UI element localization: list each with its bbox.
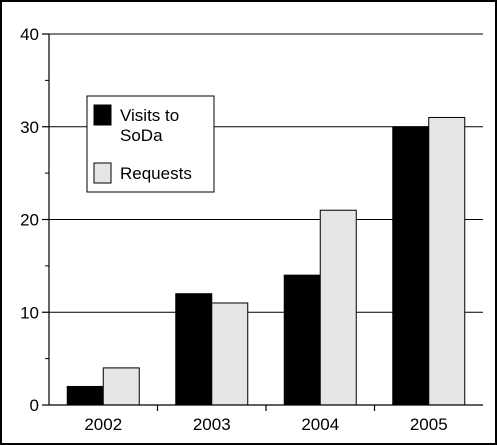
- bar-requests-2003: [211, 302, 249, 406]
- legend: Visits to SoDa Requests: [86, 95, 215, 193]
- bar-visits-2002: [66, 385, 104, 406]
- bar-visits-2003: [175, 293, 213, 406]
- ticks: 0 10 20 30 40 2002 2003 2004 2005: [20, 25, 448, 434]
- x-tick-label-2002: 2002: [84, 415, 122, 434]
- x-tick-label-2005: 2005: [410, 415, 448, 434]
- x-tick-label-2004: 2004: [301, 415, 339, 434]
- y-tick-label-0: 0: [30, 396, 39, 415]
- bar-visits-2005: [392, 126, 430, 406]
- legend-label-visits-line1: Visits to: [120, 106, 179, 125]
- bar-requests-2002: [102, 367, 140, 406]
- bars: [66, 116, 466, 406]
- x-tick-label-2003: 2003: [193, 415, 231, 434]
- legend-swatch-visits: [93, 104, 112, 126]
- y-tick-label-10: 10: [20, 303, 39, 322]
- bar-visits-2004: [283, 274, 321, 406]
- y-tick-label-40: 40: [20, 25, 39, 44]
- legend-label-visits-line2: SoDa: [120, 126, 163, 145]
- bar-requests-2005: [428, 116, 466, 406]
- y-tick-label-20: 20: [20, 211, 39, 230]
- bar-requests-2004: [319, 209, 357, 406]
- legend-swatch-requests: [93, 162, 112, 184]
- legend-label-requests: Requests: [120, 164, 192, 183]
- y-tick-label-30: 30: [20, 118, 39, 137]
